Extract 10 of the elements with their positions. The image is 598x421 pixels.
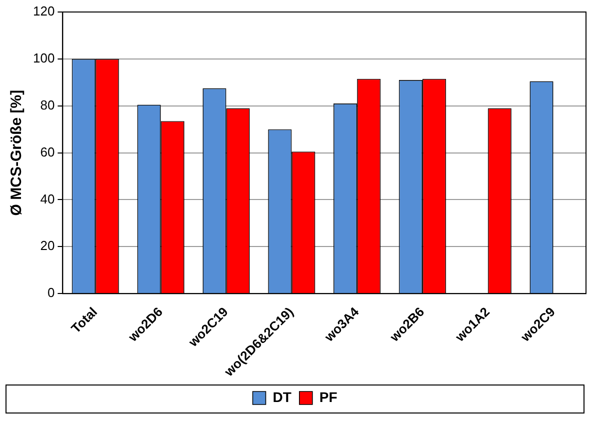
legend-label: DT (272, 388, 292, 405)
y-tick-label: 100 (32, 50, 55, 66)
legend-label: PF (319, 388, 338, 405)
y-axis-title: Ø MCS-Größe [%] (8, 90, 26, 216)
y-tick-label: 80 (40, 97, 55, 112)
y-tick-label: 120 (32, 4, 55, 19)
y-tick-label: 0 (47, 285, 55, 300)
y-tick-label: 60 (40, 144, 55, 160)
y-tick-label: 40 (40, 191, 55, 206)
y-tick-label: 20 (40, 238, 55, 254)
